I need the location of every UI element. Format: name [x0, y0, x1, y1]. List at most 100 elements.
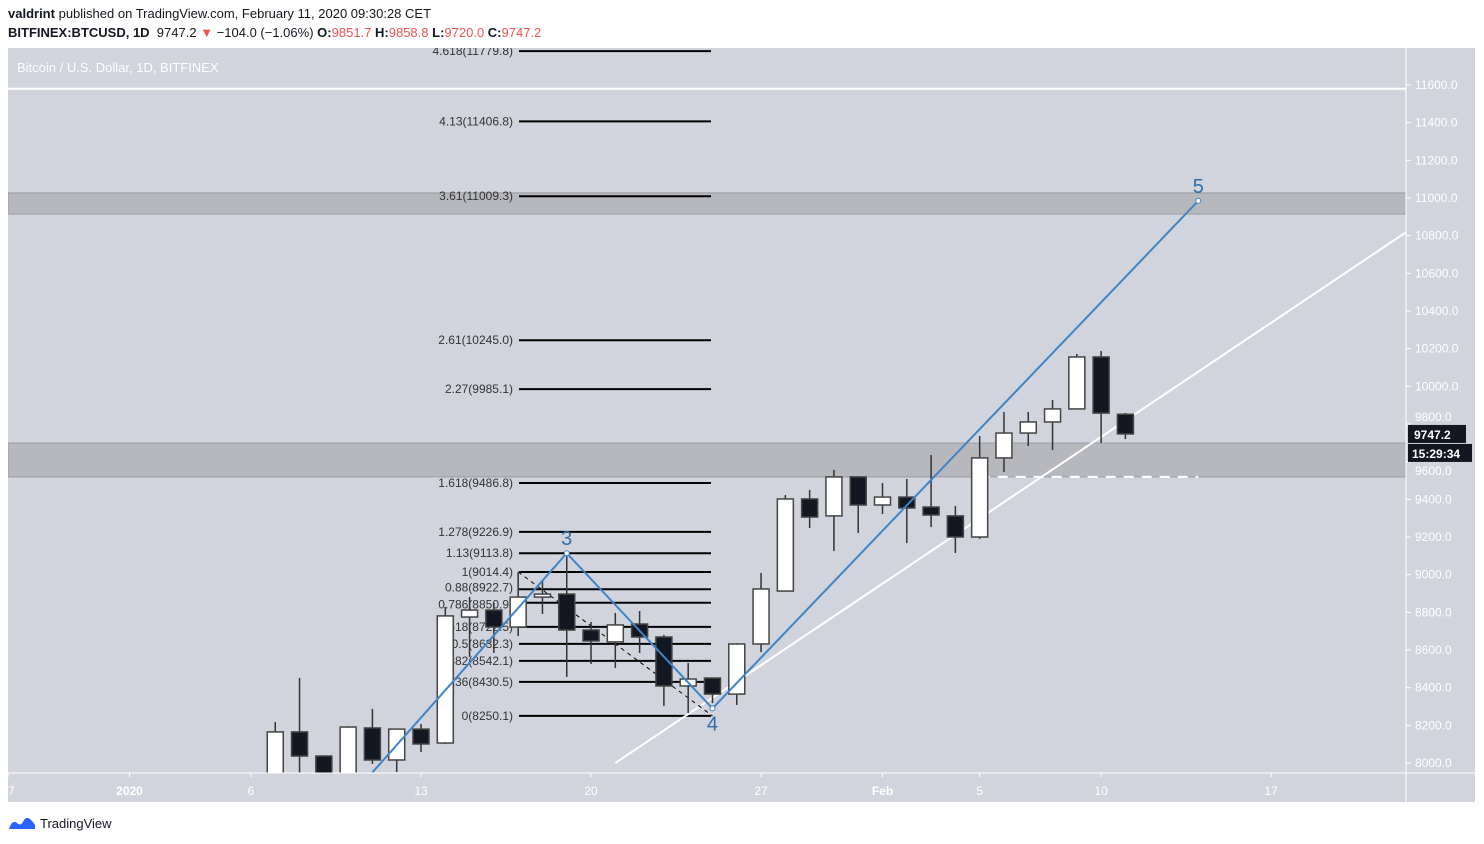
elliott-wave-line — [371, 200, 1200, 773]
candle-body — [460, 609, 479, 618]
candle[interactable] — [849, 475, 867, 534]
symbol-info: BITFINEX:BTCUSD, 1D 9747.2 ▼ −104.0 (−1.… — [8, 25, 541, 40]
candle[interactable] — [995, 411, 1013, 473]
candle[interactable] — [533, 579, 552, 615]
wave-label: 4 — [707, 713, 718, 735]
candle[interactable] — [728, 643, 746, 705]
candle-body — [922, 506, 940, 516]
symbol: BITFINEX:BTCUSD, 1D — [8, 25, 150, 40]
candle-body — [703, 677, 722, 695]
last-price-label: 9747.2 — [1414, 428, 1451, 442]
candle[interactable] — [703, 677, 722, 704]
published-text: published on TradingView.com, February 1… — [58, 6, 432, 21]
close-label: C: — [487, 25, 502, 40]
candle-body — [800, 498, 819, 518]
wave-point-marker — [563, 550, 570, 557]
low-value: 9720.0 — [444, 25, 485, 40]
candle-body — [1068, 356, 1086, 410]
price-tick-label: 9800.0 — [1415, 410, 1452, 424]
candle-body — [995, 432, 1013, 459]
candle[interactable] — [363, 708, 382, 764]
candle[interactable] — [582, 621, 600, 664]
candle[interactable] — [290, 678, 309, 782]
support-trendline — [614, 231, 1406, 764]
fib-level-label: 1.13(9113.8) — [446, 546, 513, 560]
candle-body — [776, 498, 795, 592]
candle[interactable] — [655, 634, 673, 706]
candle[interactable] — [752, 572, 770, 653]
wave-label: 5 — [1193, 176, 1204, 198]
candle-body — [873, 496, 892, 506]
price-tick-label: 9000.0 — [1415, 568, 1452, 582]
candle[interactable] — [315, 755, 333, 810]
candle[interactable] — [606, 612, 625, 668]
wave-point-marker — [1195, 197, 1202, 204]
high-label: H: — [375, 25, 389, 40]
candle-body — [946, 515, 965, 538]
fib-level-label: 4.618(11779.8) — [432, 44, 513, 58]
fib-level-label: 2.27(9985.1) — [445, 382, 513, 396]
candle[interactable] — [1068, 353, 1086, 410]
price-tick-label: 8000.0 — [1415, 756, 1452, 770]
time-tick-label: 5 — [976, 784, 983, 798]
candle[interactable] — [1116, 412, 1135, 440]
fib-level-label: 1.278(9226.9) — [438, 525, 513, 539]
fib-level-label: 1(9014.4) — [462, 565, 513, 579]
open-label: O: — [317, 25, 332, 40]
brand-name: TradingView — [40, 815, 112, 831]
candle[interactable] — [460, 596, 479, 657]
candle[interactable] — [776, 495, 795, 592]
candle[interactable] — [266, 721, 285, 820]
high-value: 9858.8 — [388, 25, 429, 40]
candle[interactable] — [946, 505, 965, 554]
candle[interactable] — [1019, 411, 1037, 447]
candle[interactable] — [485, 602, 503, 654]
candle[interactable] — [970, 436, 989, 539]
candle-body — [436, 615, 455, 744]
price-tick-label: 9600.0 — [1415, 464, 1452, 478]
candle-body — [825, 476, 843, 517]
candle-body — [315, 755, 333, 773]
candle[interactable] — [898, 478, 916, 544]
price-tick-label: 10400.0 — [1415, 304, 1459, 318]
price-tick-label: 11000.0 — [1415, 191, 1458, 205]
price-tick-label: 8800.0 — [1415, 605, 1452, 619]
price-tick-label: 11400.0 — [1415, 116, 1458, 130]
candle[interactable] — [922, 455, 940, 528]
countdown-label: 15:29:34 — [1412, 447, 1460, 461]
time-tick-label: Feb — [872, 784, 893, 798]
open-value: 9851.7 — [331, 25, 372, 40]
candle-body — [1092, 356, 1110, 414]
candle[interactable] — [1043, 399, 1062, 450]
candle[interactable] — [339, 726, 357, 810]
price-tick-label: 8600.0 — [1415, 643, 1452, 657]
candle[interactable] — [800, 489, 819, 528]
candle-body — [1116, 413, 1135, 435]
price-tick-label: 10600.0 — [1415, 266, 1459, 280]
wave-label: 3 — [561, 528, 572, 550]
fib-level-label: 1.618(9486.8) — [438, 476, 513, 490]
time-tick-label: 27 — [1, 784, 15, 798]
fib-level-label: 3.61(11009.3) — [439, 189, 513, 203]
price-tick-label: 9200.0 — [1415, 530, 1452, 544]
price-tick-label: 8200.0 — [1415, 718, 1452, 732]
fib-level-label: 0.5(8632.3) — [452, 637, 513, 651]
candle[interactable] — [825, 469, 843, 551]
candle-body — [1019, 421, 1037, 434]
time-tick-label: 20 — [584, 784, 598, 798]
candle[interactable] — [412, 724, 430, 753]
time-tick-label: 6 — [248, 784, 255, 798]
close-value: 9747.2 — [501, 25, 542, 40]
candle[interactable] — [873, 482, 892, 515]
candle-body — [606, 624, 625, 643]
triangle-down-icon: ▼ — [200, 25, 214, 40]
author[interactable]: valdrint — [8, 6, 55, 21]
candle-body — [728, 643, 746, 695]
candle[interactable] — [557, 555, 576, 677]
candle-body — [1043, 408, 1062, 423]
plot-area: Bitcoin / U.S. Dollar, 1D, BITFINEX 4.618… — [8, 44, 1406, 820]
time-tick-label: 10 — [1094, 784, 1108, 798]
candle[interactable] — [436, 607, 455, 745]
candle[interactable] — [1092, 350, 1110, 444]
